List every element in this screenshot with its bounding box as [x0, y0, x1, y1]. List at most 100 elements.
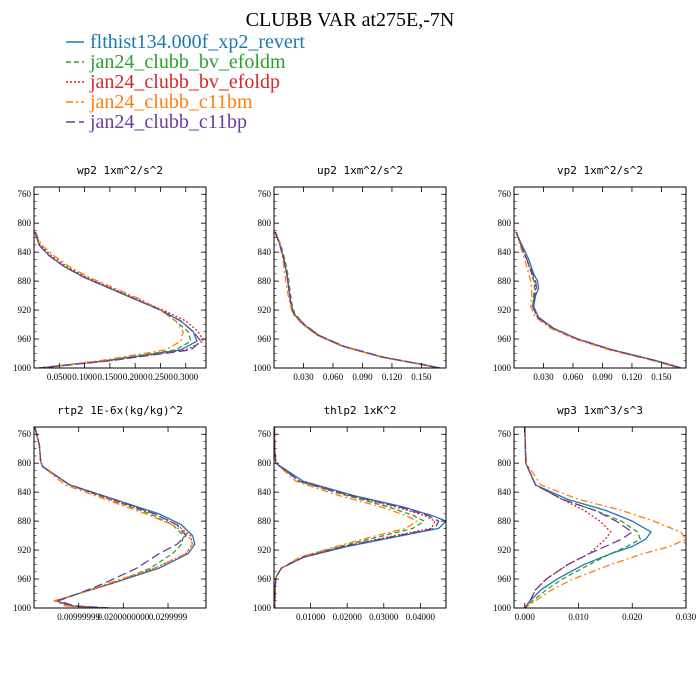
y-tick-label: 1000 — [493, 363, 512, 373]
series-line — [34, 231, 205, 368]
y-tick-label: 1000 — [253, 603, 272, 613]
y-tick-label: 920 — [18, 305, 32, 315]
chart-panel: wp2 1xm^2/s^2 760 800 840 880 920 960 1000 0.050… — [13, 164, 207, 382]
plot-frame — [33, 186, 207, 369]
legend-label: jan24_clubb_c11bm — [89, 91, 253, 113]
series-line — [34, 231, 192, 368]
x-tick-label: 0.020 — [622, 612, 643, 622]
x-tick-label: 0.01000 — [296, 612, 326, 622]
series-line — [524, 427, 686, 608]
y-tick-label: 880 — [258, 516, 272, 526]
series-line — [524, 427, 652, 608]
y-tick-label: 760 — [18, 189, 32, 199]
plot-frame — [273, 426, 447, 609]
series-line — [274, 427, 446, 608]
x-tick-label: 0.2000 — [123, 372, 148, 382]
x-tick-label: 0.030 — [533, 372, 554, 382]
series-line — [34, 427, 194, 608]
series-line — [515, 231, 682, 368]
legend: flthist134.000f_xp2_revertjan24_clubb_bv… — [66, 31, 305, 133]
y-tick-label: 880 — [498, 516, 512, 526]
legend-item: jan24_clubb_bv_efoldm — [66, 51, 286, 73]
x-tick-label: 0.0200000000 — [97, 612, 149, 622]
x-tick-label: 0.030 — [676, 612, 697, 622]
series-line — [274, 427, 418, 608]
x-tick-label: 0.150 — [651, 372, 672, 382]
legend-item: jan24_clubb_bv_efoldp — [66, 71, 280, 93]
y-tick-label: 800 — [258, 458, 272, 468]
plot-frame — [273, 186, 447, 369]
x-tick-label: 0.3000 — [173, 372, 198, 382]
y-tick-label: 1000 — [13, 363, 32, 373]
y-tick-label: 760 — [258, 429, 272, 439]
series-line — [274, 231, 440, 368]
y-tick-label: 920 — [498, 545, 512, 555]
y-tick-label: 760 — [18, 429, 32, 439]
x-tick-label: 0.090 — [592, 372, 613, 382]
plot-frame — [513, 426, 687, 609]
y-tick-label: 1000 — [13, 603, 32, 613]
series-line — [34, 231, 202, 368]
x-tick-label: 0.1000 — [72, 372, 97, 382]
legend-item: flthist134.000f_xp2_revert — [66, 31, 305, 53]
y-tick-label: 880 — [18, 276, 32, 286]
series-line — [274, 427, 425, 608]
y-tick-label: 960 — [18, 574, 32, 584]
x-tick-label: 0.060 — [563, 372, 584, 382]
y-tick-label: 800 — [258, 218, 272, 228]
panel-title: vp2 1xm^2/s^2 — [557, 164, 643, 177]
y-tick-label: 840 — [498, 247, 512, 257]
series-line — [516, 231, 679, 368]
series-line — [274, 231, 440, 368]
y-tick-label: 920 — [258, 545, 272, 555]
chart-panel: thlp2 1xK^2 760 800 840 880 920 960 1000 0.01000… — [253, 404, 447, 622]
series-line — [515, 231, 682, 368]
y-tick-label: 800 — [498, 218, 512, 228]
series-line — [274, 231, 441, 368]
x-tick-label: 0.120 — [382, 372, 403, 382]
legend-item: jan24_clubb_c11bp — [66, 111, 247, 133]
y-tick-label: 800 — [18, 458, 32, 468]
y-tick-label: 760 — [498, 189, 512, 199]
x-tick-label: 0.00999999 — [57, 612, 100, 622]
legend-label: jan24_clubb_bv_efoldm — [89, 51, 286, 73]
y-tick-label: 960 — [498, 334, 512, 344]
plot-frame — [33, 426, 207, 609]
chart-panel: rtp2 1E-6x(kg/kg)^2 760 800 840 880 920 960 100… — [13, 404, 207, 622]
y-tick-label: 840 — [258, 247, 272, 257]
panel-title: thlp2 1xK^2 — [324, 404, 397, 417]
legend-item: jan24_clubb_c11bm — [66, 91, 253, 113]
y-tick-label: 960 — [498, 574, 512, 584]
series-line — [34, 231, 184, 368]
x-tick-label: 0.150 — [411, 372, 432, 382]
x-tick-label: 0.1500 — [98, 372, 123, 382]
x-tick-label: 0.060 — [323, 372, 344, 382]
series-line — [515, 231, 681, 368]
y-tick-label: 840 — [18, 487, 32, 497]
panel-title: rtp2 1E-6x(kg/kg)^2 — [57, 404, 183, 417]
y-tick-label: 840 — [498, 487, 512, 497]
y-tick-label: 800 — [498, 458, 512, 468]
x-tick-label: 0.02000 — [333, 612, 363, 622]
legend-label: jan24_clubb_c11bp — [89, 111, 247, 133]
panel-grid: wp2 1xm^2/s^2 760 800 840 880 920 960 1000 0.050… — [13, 164, 697, 622]
panel-title: wp2 1xm^2/s^2 — [77, 164, 163, 177]
y-tick-label: 920 — [258, 305, 272, 315]
x-tick-label: 0.04000 — [406, 612, 436, 622]
series-line — [34, 231, 198, 368]
legend-label: flthist134.000f_xp2_revert — [90, 31, 305, 53]
figure-title: CLUBB VAR at275E,-7N — [246, 9, 455, 31]
y-tick-label: 920 — [498, 305, 512, 315]
y-tick-label: 1000 — [253, 363, 272, 373]
y-tick-label: 960 — [18, 334, 32, 344]
series-line — [275, 231, 439, 368]
y-tick-label: 840 — [18, 247, 32, 257]
series-line — [524, 427, 612, 608]
series-line — [34, 427, 194, 608]
y-tick-label: 760 — [498, 429, 512, 439]
x-tick-label: 0.0299999 — [149, 612, 188, 622]
series-line — [524, 427, 633, 608]
x-tick-label: 0.03000 — [369, 612, 399, 622]
y-tick-label: 1000 — [493, 603, 512, 613]
chart-panel: vp2 1xm^2/s^2 760 800 840 880 920 960 1000 0.030… — [493, 164, 687, 382]
